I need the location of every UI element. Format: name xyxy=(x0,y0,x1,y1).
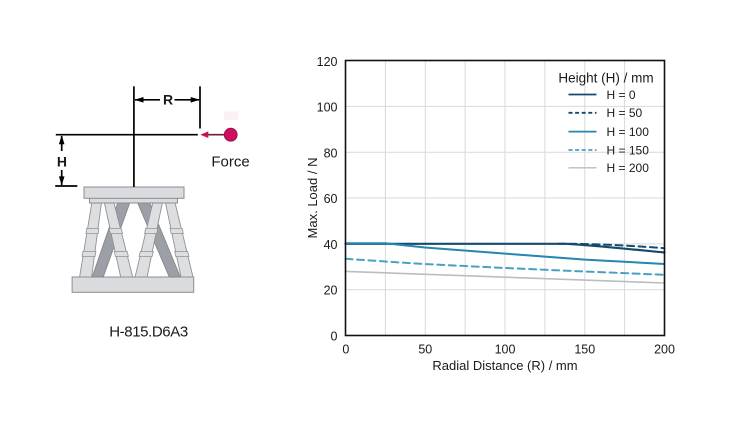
svg-text:Force: Force xyxy=(211,154,249,171)
svg-text:H = 50: H = 50 xyxy=(607,106,643,120)
svg-text:H = 150: H = 150 xyxy=(607,143,650,157)
svg-text:Max. Load / N: Max. Load / N xyxy=(305,158,320,239)
svg-text:Height (H) / mm: Height (H) / mm xyxy=(558,71,653,86)
svg-text:60: 60 xyxy=(324,192,338,206)
svg-text:H = 0: H = 0 xyxy=(607,88,636,102)
svg-text:H = 200: H = 200 xyxy=(607,161,650,175)
svg-text:80: 80 xyxy=(324,146,338,160)
svg-text:50: 50 xyxy=(418,342,432,356)
svg-text:100: 100 xyxy=(317,101,338,115)
svg-text:120: 120 xyxy=(317,55,338,69)
svg-text:150: 150 xyxy=(574,342,595,356)
svg-text:40: 40 xyxy=(324,238,338,252)
svg-text:H: H xyxy=(57,154,67,170)
svg-text:Radial Distance (R) / mm: Radial Distance (R) / mm xyxy=(432,358,577,373)
svg-text:H-815.D6A3: H-815.D6A3 xyxy=(109,324,188,341)
svg-text:R: R xyxy=(163,92,173,108)
svg-text:200: 200 xyxy=(654,342,675,356)
svg-text:0: 0 xyxy=(331,330,338,344)
svg-text:H = 100: H = 100 xyxy=(607,125,650,139)
svg-text:20: 20 xyxy=(324,284,338,298)
svg-text:100: 100 xyxy=(495,342,516,356)
svg-text:0: 0 xyxy=(342,342,349,356)
